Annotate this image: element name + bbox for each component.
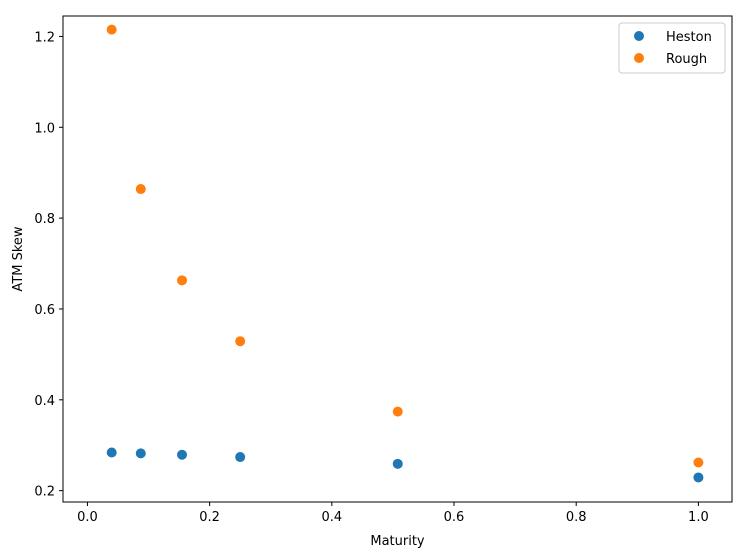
y-axis-label: ATM Skew bbox=[11, 226, 26, 291]
x-tick-label: 0.4 bbox=[321, 510, 342, 525]
y-tick-label: 1.2 bbox=[34, 30, 55, 45]
y-tick-label: 0.8 bbox=[34, 212, 55, 227]
point-rough bbox=[106, 24, 117, 35]
point-rough bbox=[693, 457, 704, 468]
x-axis-label: Maturity bbox=[370, 534, 425, 549]
point-heston bbox=[693, 472, 704, 483]
y-tick-label: 0.6 bbox=[34, 303, 55, 318]
x-tick-label: 0.8 bbox=[566, 510, 587, 525]
x-tick-label: 0.6 bbox=[444, 510, 465, 525]
y-tick-label: 0.4 bbox=[34, 394, 55, 409]
y-axis: 0.2 0.4 0.6 0.8 1.0 1.2 bbox=[34, 30, 63, 500]
legend: Heston Rough bbox=[618, 22, 726, 74]
point-heston bbox=[106, 447, 117, 458]
legend-label-rough: Rough bbox=[666, 52, 707, 67]
x-tick-label: 1.0 bbox=[688, 510, 709, 525]
point-heston bbox=[177, 449, 188, 460]
data-points bbox=[106, 24, 704, 483]
point-rough bbox=[177, 275, 188, 286]
plot-area bbox=[62, 15, 733, 503]
legend-frame bbox=[618, 22, 726, 74]
point-heston bbox=[235, 452, 246, 463]
y-tick-label: 0.2 bbox=[34, 485, 55, 500]
point-heston bbox=[135, 448, 146, 459]
point-heston bbox=[392, 458, 403, 469]
legend-marker-heston bbox=[634, 31, 644, 41]
point-rough bbox=[235, 336, 246, 347]
legend-label-heston: Heston bbox=[666, 30, 712, 45]
x-axis: 0.0 0.2 0.4 0.6 0.8 1.0 bbox=[77, 502, 709, 525]
x-tick-label: 0.2 bbox=[199, 510, 220, 525]
legend-marker-rough bbox=[634, 53, 644, 63]
y-tick-label: 1.0 bbox=[34, 121, 55, 136]
x-tick-label: 0.0 bbox=[77, 510, 98, 525]
point-rough bbox=[392, 406, 403, 417]
point-rough bbox=[135, 184, 146, 195]
